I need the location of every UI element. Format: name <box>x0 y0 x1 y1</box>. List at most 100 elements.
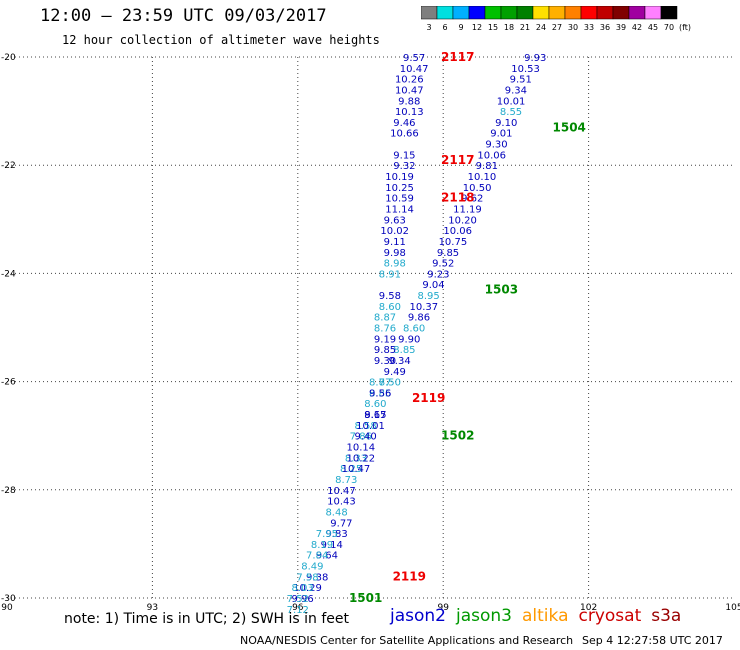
wave-height-value: 9.62 <box>461 194 483 205</box>
wave-height-value: 9.11 <box>384 237 406 248</box>
legend-item-s3a: s3a <box>651 606 682 626</box>
wave-height-value: 8.55 <box>500 107 522 118</box>
wave-height-value: 9.01 <box>490 129 512 140</box>
wave-height-value: 9.93 <box>524 53 546 64</box>
pass-number-label: 1501 <box>349 591 382 605</box>
wave-height-value: 8.76 <box>374 324 396 335</box>
x-tick-label: 105 <box>725 603 740 613</box>
wave-height-value: 8.50 <box>379 378 401 389</box>
wave-height-value: 10.26 <box>395 75 424 86</box>
wave-height-value: 9.40 <box>355 432 377 443</box>
pass-number-label: 1503 <box>485 283 518 297</box>
colorbar-label: 3 <box>426 23 431 32</box>
wave-height-value: 8.87 <box>374 313 396 324</box>
wave-height-value: 10.47 <box>400 64 429 75</box>
wave-height-value: 9.38 <box>306 572 328 583</box>
wave-height-value: 9.10 <box>495 118 517 129</box>
wave-height-value: 9.15 <box>393 150 415 161</box>
y-tick-label: -24 <box>1 269 16 279</box>
pass-number-label: 2118 <box>441 191 474 205</box>
wave-height-value: 10.01 <box>497 96 526 107</box>
colorbar-label: 24 <box>536 23 546 32</box>
wave-height-value: 9.34 <box>388 356 410 367</box>
wave-height-value: 8.60 <box>403 324 425 335</box>
wave-height-value: 7.95 <box>316 529 338 540</box>
y-tick-label: -22 <box>1 161 16 171</box>
pass-number-label: 2119 <box>412 391 445 405</box>
wave-height-value: 9.23 <box>427 269 449 280</box>
wave-height-value: 10.43 <box>327 497 356 508</box>
y-tick-label: -30 <box>1 594 16 604</box>
wave-height-value: 8.77 <box>369 378 391 389</box>
wave-height-value: 10.47 <box>327 486 356 497</box>
legend-item-jason2: jason2 <box>390 606 446 626</box>
wave-height-value: 10.47 <box>342 464 371 475</box>
wave-height-value: 10.19 <box>385 172 414 183</box>
colorbar-label: 6 <box>442 23 447 32</box>
y-tick-label: -26 <box>1 378 16 388</box>
wave-height-value: 10.59 <box>385 194 414 205</box>
x-tick-label: 93 <box>147 603 158 613</box>
colorbar-label: 27 <box>552 23 562 32</box>
wave-height-value: 8.85 <box>369 388 391 399</box>
wave-height-value: 9.88 <box>398 96 420 107</box>
wave-height-value: 8.48 <box>325 507 347 518</box>
wave-height-value: 8.25 <box>340 464 362 475</box>
wave-height-value: 9.57 <box>403 53 425 64</box>
footer-credit: NOAA/NESDIS Center for Satellite Applica… <box>240 634 574 647</box>
colorbar-label: 33 <box>584 23 594 32</box>
wave-height-value: 9.90 <box>398 334 420 345</box>
chart-title: 12:00 — 23:59 UTC 09/03/2017 <box>40 6 327 26</box>
y-tick-label: -28 <box>1 486 16 496</box>
legend-item-cryosat: cryosat <box>578 606 642 626</box>
wave-height-value: 9.85 <box>437 248 459 259</box>
colorbar-label: 12 <box>472 23 482 32</box>
colorbar-label: 30 <box>568 23 578 32</box>
wave-height-value: 9.04 <box>422 280 444 291</box>
wave-height-value: 9.96 <box>292 594 314 605</box>
wave-height-value: 9.58 <box>379 291 401 302</box>
wave-height-value: 8.19 <box>311 540 333 551</box>
legend-item-altika: altika <box>522 606 569 626</box>
wave-height-value: 9.81 <box>476 161 498 172</box>
chart-subtitle: 12 hour collection of altimeter wave hei… <box>62 33 380 47</box>
wave-height-value: 8.95 <box>418 291 440 302</box>
colorbar-unit: (ft) <box>679 23 691 32</box>
wave-height-value: 9.63 <box>384 215 406 226</box>
wave-height-value: 8.85 <box>393 345 415 356</box>
wave-height-value: 9.30 <box>485 140 507 151</box>
wave-height-value: 10.75 <box>439 237 468 248</box>
legend-item-jason3: jason3 <box>456 606 512 626</box>
wave-height-value: 7.86 <box>350 432 372 443</box>
wave-height-value: 10.20 <box>448 215 477 226</box>
pass-number-label: 1504 <box>553 120 586 134</box>
wave-height-value: 11.19 <box>453 204 482 215</box>
x-tick-label: 102 <box>580 603 597 613</box>
wave-height-value: 9.14 <box>321 540 343 551</box>
wave-height-value: 8.73 <box>335 475 357 486</box>
x-tick-label: 96 <box>292 603 304 613</box>
wave-height-value: 9.83 <box>325 529 347 540</box>
x-tick-label: 90 <box>1 603 13 613</box>
wave-height-value: 9.32 <box>393 161 415 172</box>
wave-height-value: 8.91 <box>379 269 401 280</box>
wave-height-value: 10.29 <box>293 583 322 594</box>
wave-height-value: 10.14 <box>346 443 375 454</box>
colorbar-label: 18 <box>504 23 514 32</box>
wave-height-value: 7.84 <box>306 551 328 562</box>
colorbar-label: 42 <box>632 23 642 32</box>
wave-height-value: 8.33 <box>345 453 367 464</box>
wave-height-value: 10.13 <box>395 107 424 118</box>
colorbar-swatch <box>660 6 678 20</box>
pass-number-label: 1502 <box>441 429 474 443</box>
footer-timestamp: Sep 4 12:27:58 UTC 2017 <box>582 634 723 647</box>
wave-height-value: 9.77 <box>330 518 352 529</box>
wave-height-value: 10.01 <box>356 421 385 432</box>
pass-number-label: 2117 <box>441 153 474 167</box>
wave-height-value: 10.02 <box>380 226 409 237</box>
wave-height-value: 10.22 <box>346 453 375 464</box>
colorbar-label: 21 <box>520 23 530 32</box>
wave-height-value: 9.30 <box>374 356 396 367</box>
pass-number-label: 2117 <box>441 50 474 64</box>
